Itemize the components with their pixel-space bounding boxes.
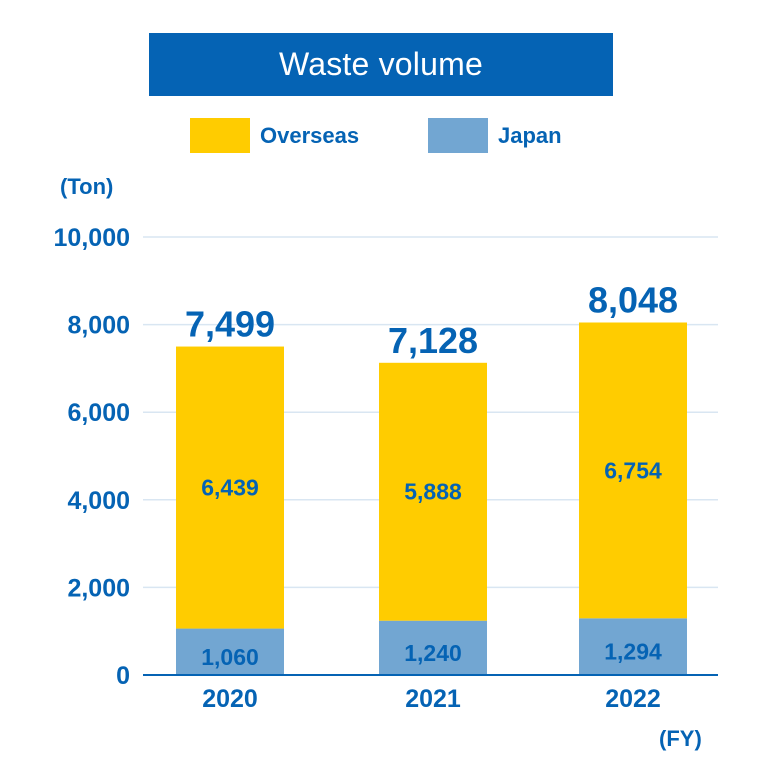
legend-swatch-japan [428, 118, 488, 153]
x-axis-unit-label: (FY) [659, 726, 702, 751]
bar-overseas-2020 [176, 346, 284, 629]
data-label-japan: 1,294 [604, 639, 662, 665]
total-label: 7,128 [388, 320, 478, 361]
data-label-japan: 1,060 [201, 644, 259, 670]
bar-overseas-2021 [379, 362, 487, 621]
bar-japan-2022 [579, 618, 687, 675]
bar-japan-2021 [379, 620, 487, 675]
legend-label-overseas: Overseas [260, 122, 360, 148]
y-tick-label: 2,000 [67, 574, 130, 602]
chart-title-banner: Waste volume [149, 33, 613, 96]
legend-item-overseas: Overseas [190, 118, 359, 153]
bar-japan-2020 [176, 628, 284, 675]
y-tick-label: 0 [116, 662, 130, 690]
chart-title: Waste volume [279, 46, 483, 82]
bar-overseas-2022 [579, 322, 687, 619]
y-tick-label: 8,000 [67, 312, 130, 340]
legend-swatch-overseas [190, 118, 250, 153]
data-label-overseas: 5,888 [404, 479, 462, 505]
total-label: 8,048 [588, 279, 678, 320]
data-label-japan: 1,240 [404, 640, 462, 666]
y-axis-unit-label: (Ton) [60, 174, 114, 199]
legend-label-japan: Japan [498, 122, 562, 148]
x-tick-label: 2021 [405, 685, 461, 713]
x-tick-label: 2022 [605, 685, 661, 713]
legend-item-japan: Japan [428, 118, 562, 153]
y-tick-label: 6,000 [67, 399, 130, 427]
x-tick-label: 2020 [202, 685, 258, 713]
y-tick-label: 10,000 [54, 224, 130, 252]
y-tick-label: 4,000 [67, 487, 130, 515]
data-label-overseas: 6,754 [604, 457, 662, 483]
total-label: 7,499 [185, 304, 275, 345]
data-label-overseas: 6,439 [201, 475, 259, 501]
